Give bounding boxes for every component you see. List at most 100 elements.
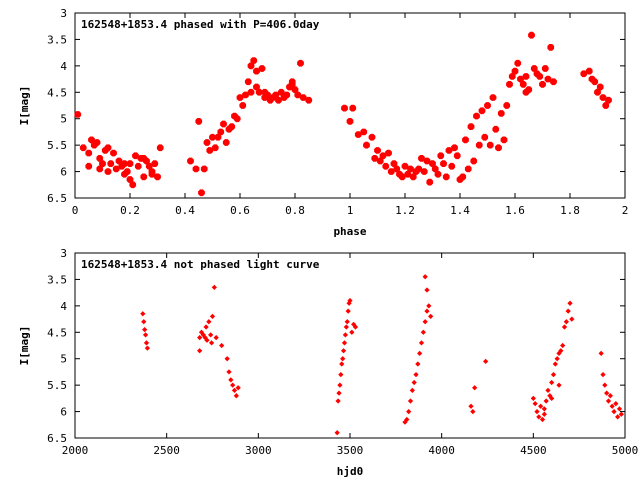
chart-title: 162548+1853.4 phased with P=406.0day [81, 18, 320, 31]
y-axis-label: I[mag] [18, 326, 31, 366]
data-point [110, 149, 117, 157]
data-point [255, 88, 263, 96]
data-point [235, 385, 241, 391]
y-tick-label: 5.5 [47, 379, 67, 392]
data-point [334, 430, 340, 436]
data-point [459, 173, 467, 181]
data-point [74, 111, 82, 118]
data-point [528, 31, 535, 39]
data-point [228, 123, 236, 131]
data-point [411, 379, 417, 386]
y-tick-label: 4.5 [47, 326, 67, 339]
data-point [385, 149, 392, 157]
unphased-light-curve-panel: 2000 2500 3000 3500 4000 4500 5000 3 3.5 4 4.5 5 5.5… [18, 247, 638, 478]
y-tick-label: 3.5 [47, 33, 67, 46]
data-point [552, 361, 558, 367]
data-point [532, 401, 538, 407]
data-point [99, 160, 106, 168]
data-point [607, 393, 613, 399]
data-point [107, 160, 115, 168]
data-point [478, 107, 486, 115]
data-point [335, 398, 341, 404]
data-point [203, 139, 211, 146]
data-point [409, 173, 417, 181]
data-point [352, 324, 359, 330]
chart-title: 162548+1853.4 not phased light curve [81, 258, 320, 271]
data-point [253, 83, 260, 91]
data-point [299, 94, 307, 101]
data-point [539, 416, 546, 423]
data-point [217, 128, 225, 136]
data-point [211, 144, 219, 152]
data-point [468, 403, 474, 409]
data-point [609, 403, 615, 409]
x-tick-label: 4000 [428, 444, 455, 457]
data-point [549, 395, 555, 401]
data-point [437, 152, 445, 160]
data-point [420, 329, 426, 335]
data-point [417, 350, 423, 357]
data-point [600, 371, 606, 378]
data-point [346, 118, 354, 125]
data-point [547, 44, 555, 51]
data-point [349, 104, 357, 112]
data-point [203, 324, 209, 330]
data-point [534, 408, 540, 415]
x-tick-label: 2000 [62, 444, 89, 457]
data-point [344, 319, 350, 325]
data-point [500, 136, 508, 144]
data-point [506, 81, 513, 88]
x-axis-label: phase [333, 225, 366, 238]
data-point [382, 162, 390, 170]
data-point [197, 334, 203, 341]
y-tick-label: 6 [60, 166, 67, 179]
data-point [368, 133, 376, 141]
y-tick-label: 3 [60, 247, 67, 260]
data-point [401, 162, 409, 170]
data-point [206, 319, 212, 325]
data-point [536, 414, 542, 420]
data-point [239, 102, 247, 109]
data-point [345, 308, 351, 314]
data-point [213, 334, 219, 341]
data-point [424, 308, 430, 314]
data-point [464, 165, 472, 173]
data-point [123, 168, 131, 175]
y-tick-label: 5.5 [47, 139, 67, 152]
data-point [486, 141, 494, 149]
y-tick-label: 4 [60, 300, 67, 313]
data-point [462, 136, 469, 144]
data-point [418, 340, 425, 346]
data-point [484, 102, 491, 109]
data-point [339, 361, 345, 367]
data-point [602, 102, 610, 109]
data-point [228, 377, 234, 383]
data-point [407, 165, 414, 173]
data-point [495, 144, 502, 152]
x-tick-label: 2 [622, 204, 629, 217]
x-tick-label: 0.8 [285, 204, 305, 217]
data-point [104, 168, 112, 175]
data-point [598, 350, 604, 357]
data-point [222, 139, 230, 146]
data-point [497, 110, 505, 117]
data-point [415, 165, 423, 173]
data-point [536, 73, 544, 80]
y-tick-label: 4.5 [47, 86, 67, 99]
y-tick-label: 5 [60, 113, 67, 126]
data-point [195, 118, 203, 125]
data-point [192, 165, 200, 173]
data-point [550, 371, 557, 378]
data-point [561, 324, 568, 330]
data-point [440, 160, 447, 168]
data-point [85, 149, 93, 157]
data-point [360, 128, 368, 136]
data-point [208, 332, 214, 338]
data-point [604, 390, 610, 396]
data-point [423, 157, 431, 165]
y-tick-label: 6.5 [47, 192, 67, 205]
data-point [530, 395, 536, 401]
data-point [387, 168, 395, 175]
data-point [596, 83, 604, 91]
